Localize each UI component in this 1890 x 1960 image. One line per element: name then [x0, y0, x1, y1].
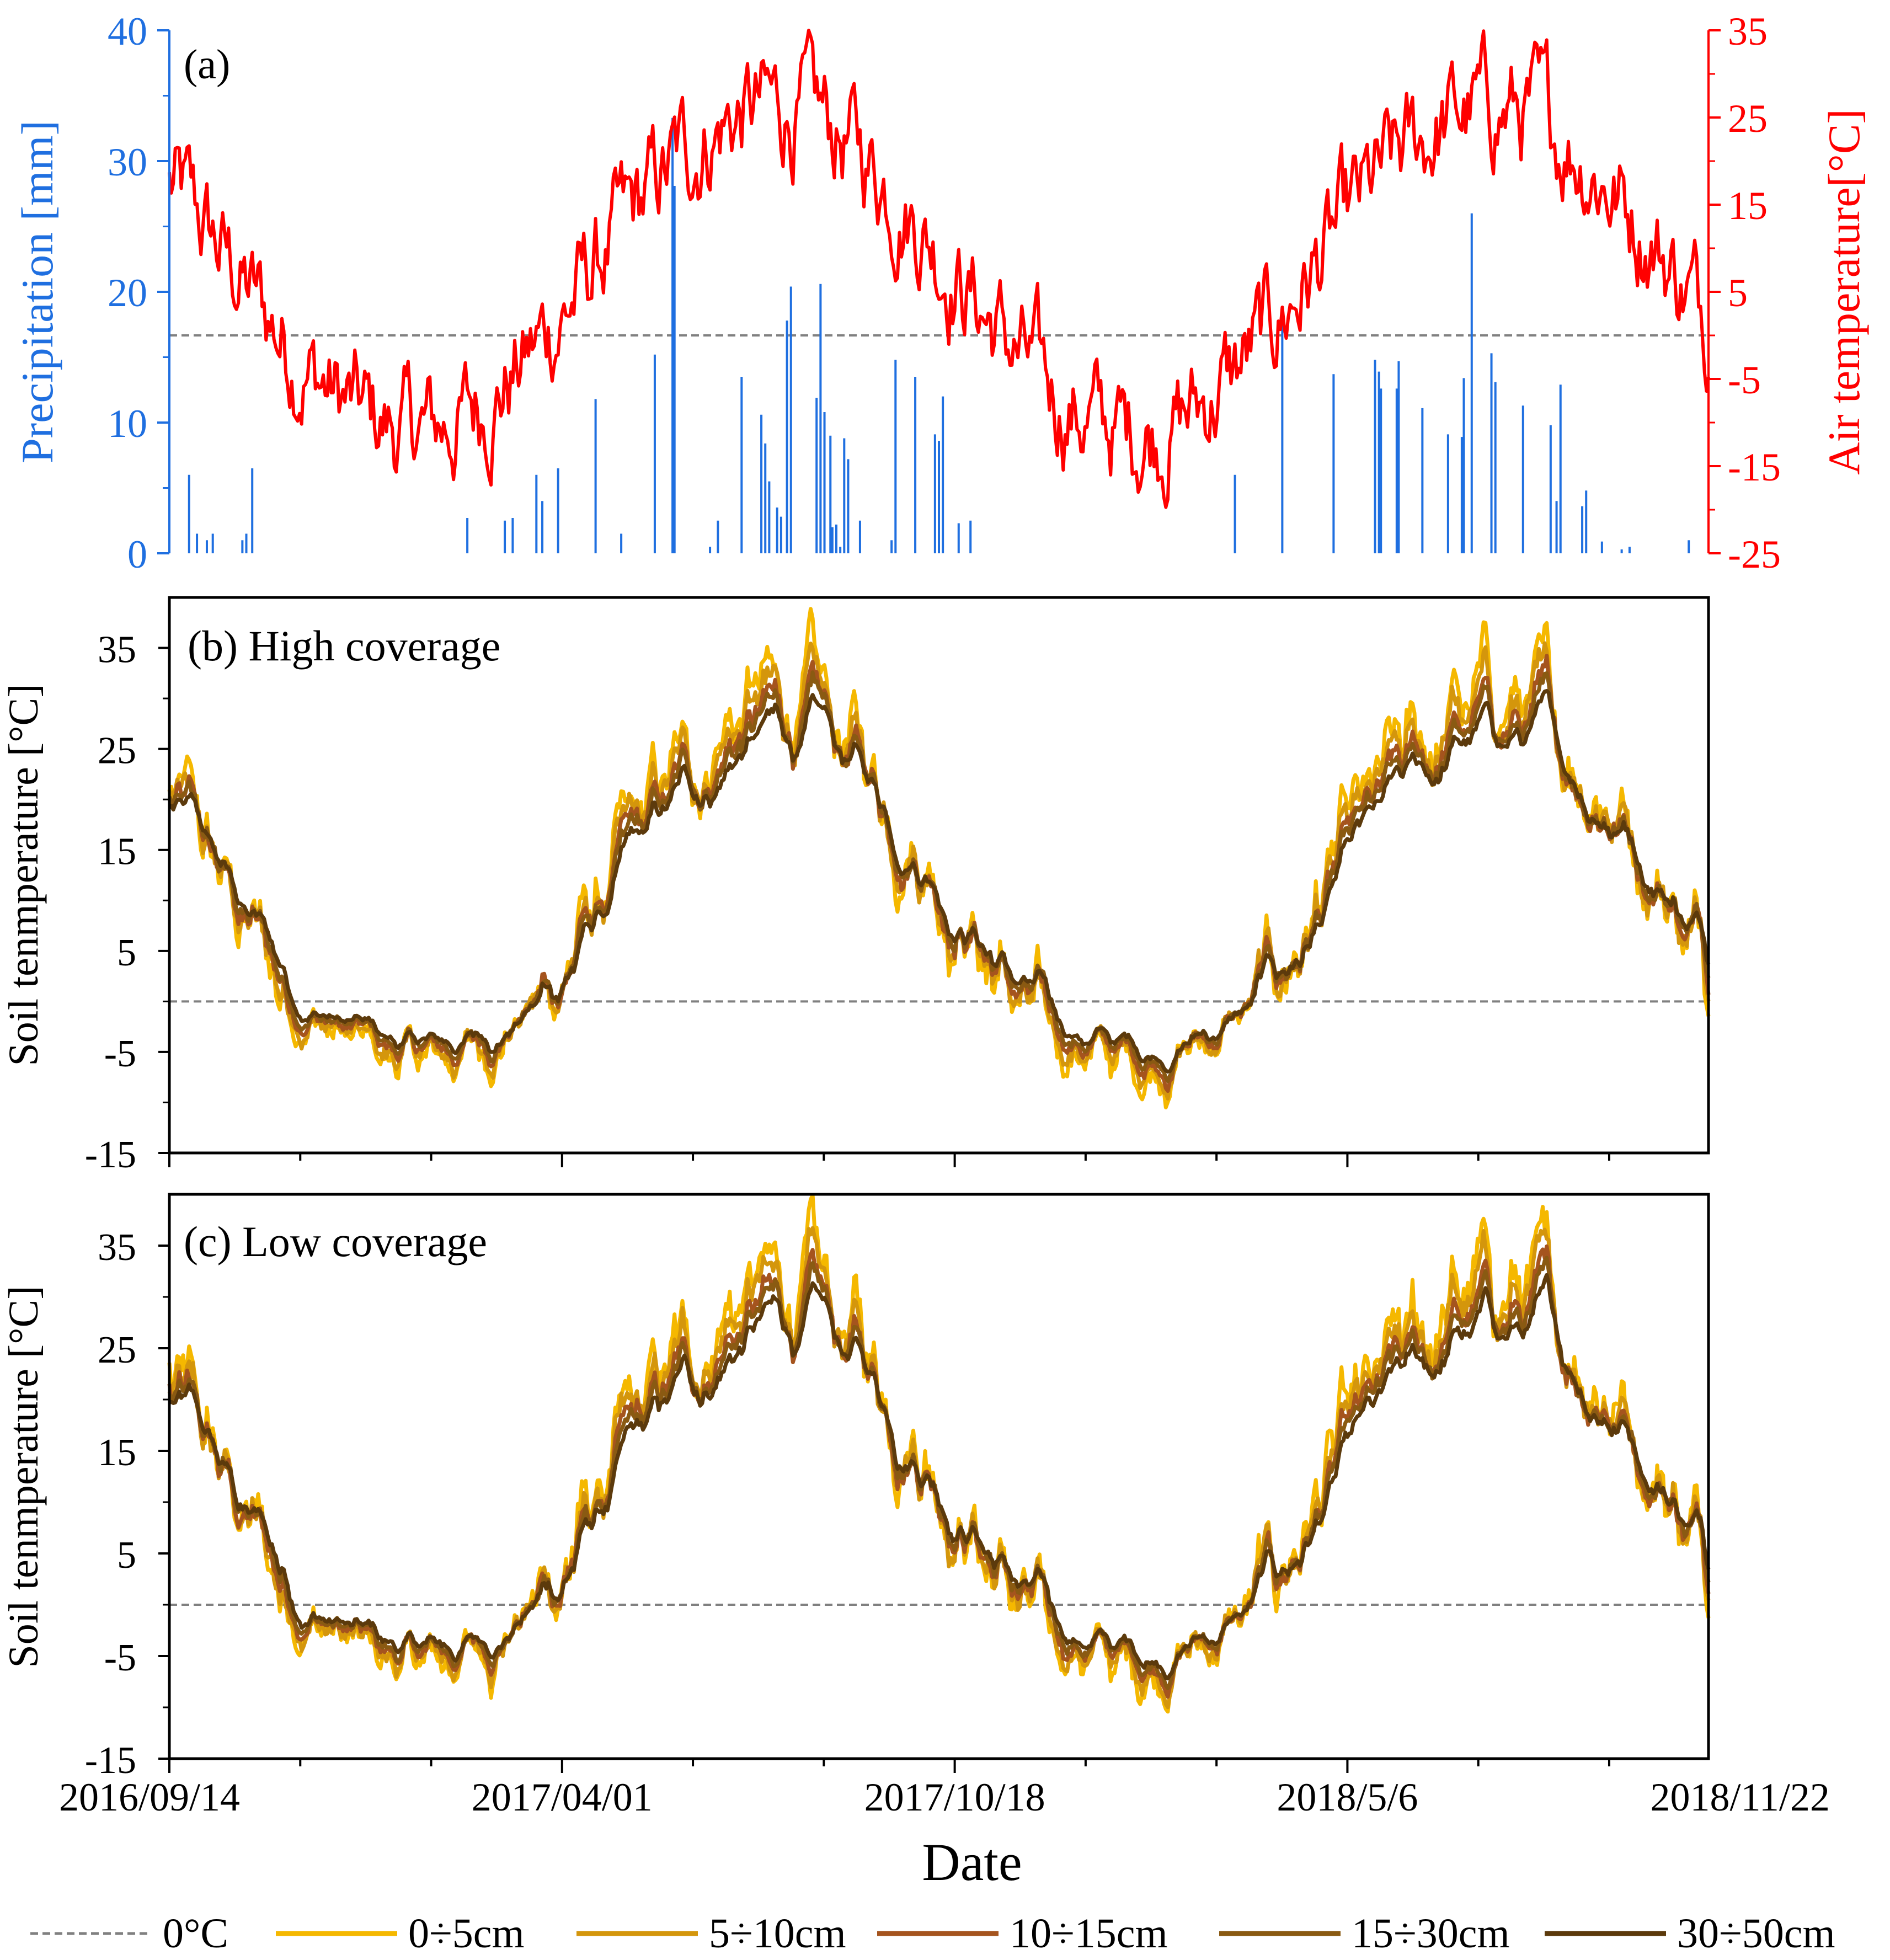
soil-y-tick-label: -15: [85, 1739, 136, 1782]
air-temperature-line: [168, 29, 1710, 509]
soil-y-tick-label: 5: [117, 1534, 136, 1577]
panel-b-frame: [168, 596, 1710, 1155]
precipitation-bars: [188, 118, 1690, 553]
panel-a-ticks: 0 10 20 30 40 -25 -15 -5 5 15 25 35: [108, 9, 1781, 576]
soil-series-15÷30cm: [168, 1256, 1711, 1690]
panel-a-label: (a): [184, 41, 230, 88]
soil-y-tick-label: 25: [98, 1329, 136, 1371]
soil-series-30÷50cm: [168, 1273, 1711, 1681]
soil-series-0÷5cm: [167, 1193, 1711, 1714]
soil-y-tick-label: 15: [98, 831, 136, 873]
panel-b-series: [167, 607, 1711, 1109]
legend-item: 0°C: [30, 1910, 228, 1957]
soil-series-0÷5cm: [167, 607, 1711, 1109]
soil-y-tick-label: 5: [117, 932, 136, 974]
precipitation-tick-label: 40: [108, 9, 147, 54]
legend-label: 5÷10cm: [709, 1910, 846, 1957]
panel-c-series: [167, 1193, 1711, 1714]
legend-label: 30÷50cm: [1677, 1910, 1835, 1957]
soil-y-tick-label: -5: [104, 1033, 136, 1075]
legend-item: 10÷15cm: [877, 1910, 1168, 1957]
legend-item: 0÷5cm: [276, 1910, 525, 1957]
panel-b: -15 -5 5 15 25 35 (b) High coverage Soil tenm…: [1, 596, 1711, 1176]
panel-c-ticks: -15 -5 5 15 25 35: [85, 1226, 1610, 1782]
soil-y-tick-label: 35: [98, 1226, 136, 1269]
panel-c-label: (c) Low coverage: [184, 1217, 487, 1265]
air-temperature-tick-label: -25: [1728, 532, 1781, 576]
soil-series-15÷30cm: [167, 670, 1711, 1083]
legend-label: 10÷15cm: [1010, 1910, 1168, 1957]
precipitation-tick-label: 20: [108, 271, 147, 315]
panel-a: 0 10 20 30 40 -25 -15 -5 5 15 25 35 (a) Precipitati…: [12, 9, 1869, 576]
x-tick-label: 2017/10/18: [864, 1775, 1045, 1819]
soil-y-tick-label: -15: [85, 1134, 136, 1176]
soil-y-tick-label: -5: [104, 1637, 136, 1679]
legend-item: 5÷10cm: [576, 1910, 846, 1957]
legend: 0°C 0÷5cm 5÷10cm 10÷15cm 15÷30cm 30÷50cm: [30, 1910, 1835, 1957]
x-tick-label: 2018/11/22: [1651, 1775, 1830, 1819]
precipitation-axis-title: Precipitation [mm]: [12, 120, 62, 463]
precipitation-tick-label: 30: [108, 140, 147, 184]
soil-series-30÷50cm: [168, 689, 1711, 1074]
x-axis-tick-labels: 2016/09/14 2017/04/01 2017/10/18 2018/5/6 20…: [59, 1775, 1830, 1819]
panel-c: -15 -5 5 15 25 35 (c) Low coverage Soil tenmp…: [1, 1193, 1711, 1782]
x-axis-title: Date: [922, 1833, 1022, 1892]
air-temperature-tick-label: 25: [1728, 97, 1768, 141]
panel-b-axis-title: Soil tenmperature [°C]: [1, 683, 47, 1066]
legend-label: 0°C: [163, 1910, 228, 1957]
air-temperature-tick-label: 35: [1728, 9, 1768, 54]
soil-y-tick-label: 35: [98, 629, 136, 671]
legend-item: 30÷50cm: [1545, 1910, 1835, 1957]
precipitation-tick-label: 10: [108, 402, 147, 446]
panel-c-frame: [168, 1193, 1710, 1760]
air-temperature-axis-title: Air temperature[°C]: [1819, 109, 1869, 474]
x-tick-label: 2018/5/6: [1277, 1775, 1418, 1819]
soil-y-tick-label: 15: [98, 1432, 136, 1474]
legend-label: 15÷30cm: [1352, 1910, 1510, 1957]
air-temperature-tick-label: -15: [1728, 445, 1781, 489]
panel-b-label: (b) High coverage: [188, 622, 500, 670]
panel-b-ticks: -15 -5 5 15 25 35: [85, 629, 1610, 1176]
air-temperature-tick-label: -5: [1728, 358, 1761, 402]
soil-y-tick-label: 25: [98, 730, 136, 772]
legend-item: 15÷30cm: [1219, 1910, 1510, 1957]
precipitation-tick-label: 0: [127, 532, 147, 576]
air-temperature-tick-label: 15: [1728, 184, 1768, 228]
legend-label: 0÷5cm: [408, 1910, 525, 1957]
x-tick-label: 2017/04/01: [472, 1775, 653, 1819]
x-tick-label: 2016/09/14: [59, 1775, 240, 1819]
air-temperature-tick-label: 5: [1728, 271, 1748, 315]
panel-c-axis-title: Soil tenmperature [°C]: [1, 1285, 47, 1668]
